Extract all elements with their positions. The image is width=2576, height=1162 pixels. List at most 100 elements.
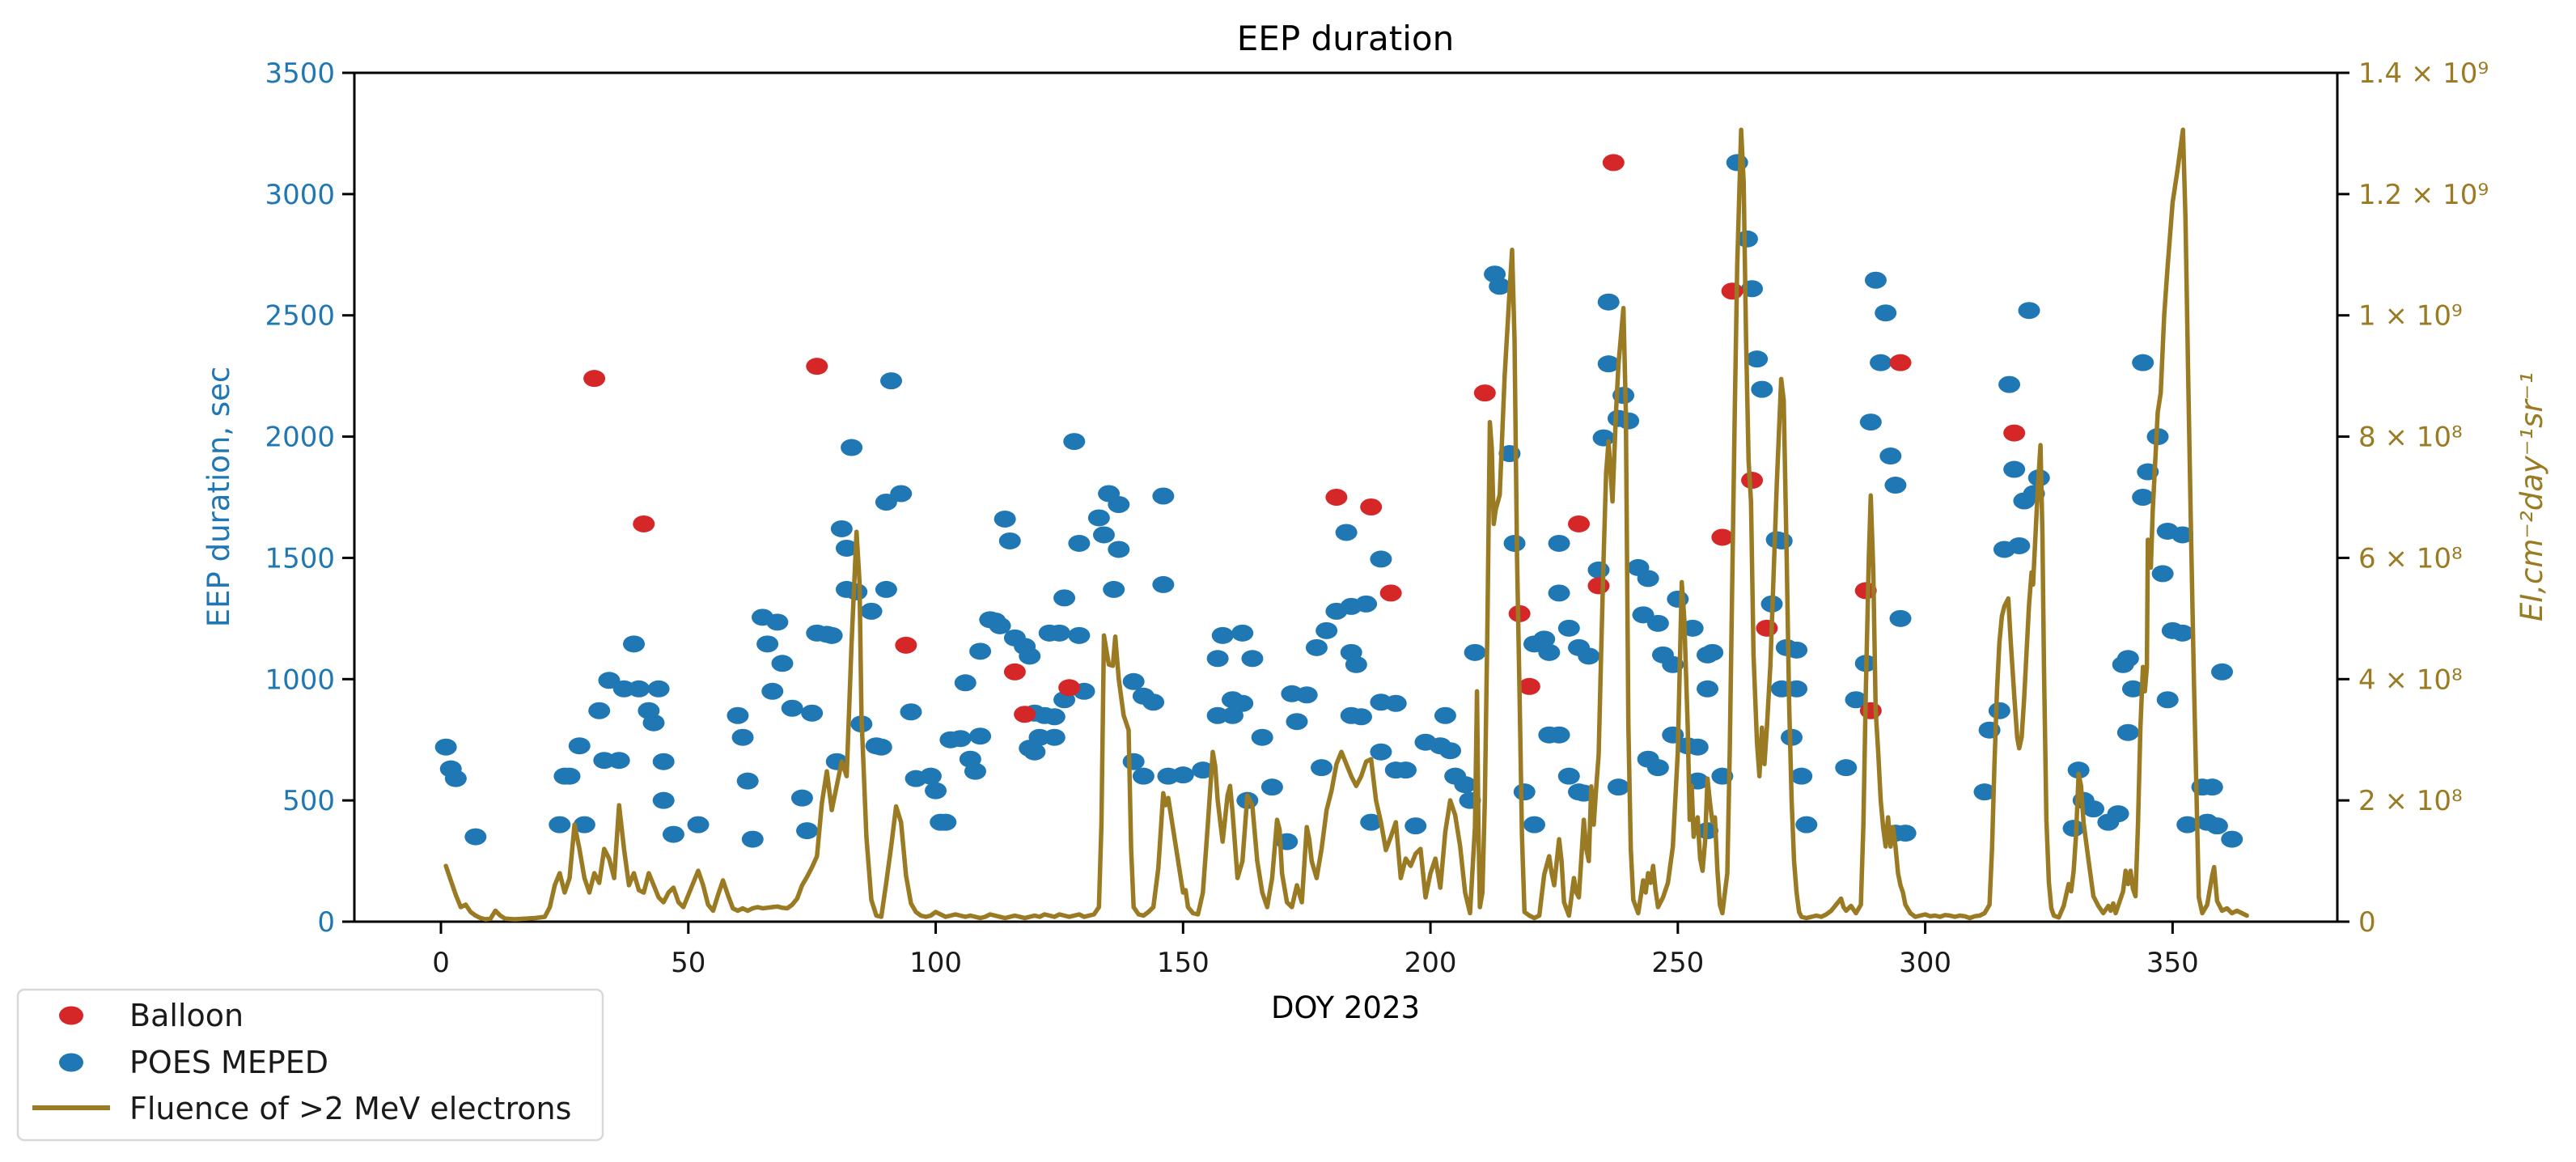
poes-point — [1206, 650, 1229, 668]
poes-point — [820, 626, 843, 644]
poes-point — [830, 520, 853, 537]
balloon-point — [1854, 582, 1877, 600]
balloon-point — [1889, 354, 1912, 371]
balloon-point — [1360, 498, 1383, 515]
poes-point — [642, 714, 665, 732]
poes-point — [1795, 816, 1818, 833]
poes-point — [434, 738, 457, 756]
poes-point — [835, 539, 858, 557]
poes-point — [1043, 728, 1066, 746]
poes-point — [1068, 534, 1091, 552]
poes-point — [1345, 655, 1367, 673]
balloon-point — [1003, 663, 1026, 681]
poes-point — [1998, 375, 2021, 393]
legend-poes-label: POES MEPED — [129, 1045, 328, 1080]
poes-point — [1454, 776, 1477, 794]
y-left-tick-label: 3500 — [265, 57, 335, 90]
poes-point — [1316, 621, 1338, 639]
balloon-point — [1325, 489, 1348, 506]
x-tick-label: 150 — [1157, 947, 1210, 979]
poes-point — [2116, 650, 2139, 668]
poes-point — [994, 510, 1016, 528]
poes-point — [1132, 767, 1155, 785]
poes-point — [1311, 759, 1333, 777]
poes-point — [860, 602, 883, 620]
poes-point — [2211, 663, 2234, 681]
poes-point — [1108, 495, 1130, 513]
poes-point — [1513, 783, 1536, 801]
poes-point — [1894, 825, 1917, 842]
x-tick-label: 50 — [671, 947, 705, 979]
poes-point — [2221, 830, 2243, 848]
poes-point — [766, 613, 789, 631]
legend-balloon-label: Balloon — [129, 998, 244, 1033]
poes-point — [841, 439, 863, 456]
poes-point — [1360, 813, 1383, 831]
plot-border — [353, 71, 2339, 923]
poes-point — [727, 706, 749, 724]
poes-point — [1845, 691, 1867, 709]
poes-point — [1260, 778, 1283, 796]
poes-point — [1988, 702, 2010, 719]
poes-point — [1973, 783, 1996, 801]
poes-point — [647, 680, 670, 698]
poes-point — [1231, 624, 1254, 642]
poes-point — [1637, 570, 1659, 587]
poes-point — [1786, 641, 1808, 659]
poes-point — [2003, 460, 2026, 478]
poes-point — [998, 532, 1021, 549]
poes-point — [1548, 726, 1570, 744]
poes-point — [1884, 477, 1907, 494]
poes-point — [2132, 354, 2154, 371]
y-left-tick-label: 1500 — [265, 542, 335, 575]
poes-point — [623, 635, 646, 653]
poes-point — [954, 674, 977, 692]
poes-point — [1439, 742, 1462, 760]
poes-point — [2116, 723, 2139, 741]
poes-point — [1305, 638, 1328, 656]
poes-point — [845, 583, 868, 600]
balloon-point — [1568, 515, 1591, 532]
poes-point — [573, 816, 595, 833]
poes-point — [444, 770, 467, 787]
x-tick-label: 100 — [909, 947, 962, 979]
balloon-point — [1756, 619, 1778, 637]
chart-title: EEP duration — [1237, 19, 1455, 58]
fluence-line — [443, 127, 2249, 922]
poes-point — [1489, 278, 1511, 295]
poes-point — [790, 789, 813, 807]
poes-point — [1557, 619, 1580, 637]
poes-point — [1251, 728, 1273, 746]
legend-fluence-label: Fluence of >2 MeV electrons — [129, 1091, 571, 1126]
balloon-point — [2003, 424, 2026, 442]
poes-point — [1859, 413, 1882, 431]
poes-point — [1597, 355, 1620, 373]
poes-point — [1790, 767, 1813, 785]
poes-point — [989, 617, 1011, 634]
poes-point — [1241, 650, 1264, 668]
y-right-tick-label: 2 × 10⁸ — [2358, 785, 2463, 817]
poes-point — [2176, 816, 2199, 833]
poes-point — [628, 680, 650, 698]
balloon-point — [633, 515, 655, 532]
balloon-point — [1058, 679, 1081, 697]
poes-point — [741, 830, 764, 848]
poes-point — [1122, 672, 1145, 690]
poes-point — [771, 655, 794, 672]
poes-point — [1592, 429, 1615, 447]
poes-point — [1355, 595, 1378, 613]
poes-point — [1221, 706, 1244, 724]
poes-point — [687, 816, 710, 833]
poes-point — [1349, 708, 1372, 726]
poes-point — [1370, 550, 1392, 568]
x-tick-label: 200 — [1405, 947, 1457, 979]
poes-point — [2082, 800, 2105, 818]
poes-point — [1557, 767, 1580, 785]
poes-point — [1889, 609, 1912, 627]
poes-point — [1879, 447, 1902, 465]
poes-point — [662, 825, 684, 843]
poes-point — [1646, 614, 1669, 632]
poes-point — [652, 753, 675, 770]
